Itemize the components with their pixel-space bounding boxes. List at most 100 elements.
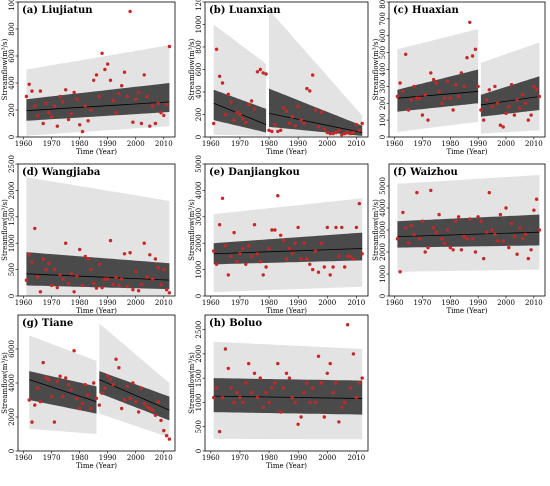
y-tick-label: 1200: [195, 0, 203, 11]
data-point: [360, 121, 364, 126]
data-point: [122, 70, 127, 74]
data-point: [49, 283, 54, 288]
data-point: [345, 323, 350, 327]
data-point: [451, 108, 455, 112]
data-point: [128, 396, 132, 400]
data-point: [78, 406, 82, 411]
data-point: [429, 188, 433, 193]
data-point: [162, 113, 166, 118]
data-point: [526, 118, 530, 122]
inner-band: [26, 83, 170, 121]
data-point: [308, 262, 312, 266]
y-tick-label: 2000: [195, 234, 203, 252]
x-tick-label: 1990: [289, 140, 307, 148]
data-point: [106, 62, 110, 66]
data-point: [103, 386, 107, 390]
inner-band: [480, 76, 540, 117]
x-tick-label: 1980: [441, 299, 459, 307]
median-line: [213, 395, 363, 399]
data-point: [284, 257, 289, 261]
y-tick-label: 300: [379, 80, 387, 93]
data-point: [66, 117, 71, 122]
data-point: [340, 133, 344, 137]
data-point: [75, 274, 79, 278]
data-point: [55, 124, 59, 128]
data-point: [448, 96, 452, 100]
y-axis-label: Streamflow(m³/s): [1, 352, 9, 414]
data-point: [58, 94, 62, 99]
data-point: [354, 122, 359, 127]
data-point: [264, 72, 268, 76]
data-point: [142, 241, 146, 245]
data-point: [509, 83, 514, 87]
data-point: [134, 270, 138, 274]
x-tick-label: 1970: [231, 454, 249, 462]
data-point: [343, 131, 347, 136]
data-point: [238, 252, 242, 256]
data-point: [415, 96, 419, 100]
y-tick-label: 2000: [379, 243, 387, 261]
data-point: [308, 400, 312, 405]
data-point: [470, 54, 475, 58]
x-tick-label: 2010: [525, 140, 543, 148]
y-tick-label: 400: [195, 85, 203, 98]
data-point: [89, 108, 93, 112]
data-point: [537, 228, 542, 232]
data-point: [241, 117, 245, 121]
data-point: [360, 252, 364, 256]
x-tick-label: 1980: [260, 299, 278, 307]
data-point: [217, 223, 222, 227]
y-tick-label: 4000: [8, 374, 16, 392]
data-point: [299, 118, 303, 122]
data-point: [255, 395, 260, 400]
y-tick-label: 2500: [195, 321, 203, 339]
data-point: [331, 391, 335, 395]
data-point: [440, 101, 444, 106]
data-point: [30, 260, 34, 264]
data-point: [226, 273, 230, 277]
data-point: [456, 94, 461, 99]
data-point: [290, 395, 294, 400]
data-point: [507, 104, 511, 109]
data-point: [328, 273, 332, 277]
data-point: [521, 237, 525, 241]
data-point: [504, 206, 508, 210]
data-point: [30, 420, 34, 424]
panel-title: (f) Waizhou: [393, 167, 458, 178]
data-point: [142, 401, 146, 406]
data-point: [226, 92, 230, 97]
data-point: [354, 395, 359, 400]
data-point: [417, 237, 422, 241]
data-point: [299, 415, 303, 419]
data-point: [340, 225, 344, 230]
data-point: [249, 391, 254, 395]
data-point: [24, 94, 29, 99]
data-point: [229, 100, 233, 104]
data-point: [244, 120, 248, 125]
panel-4: 1960 1970 1980 1990 2000 2010 0 500 1000 1500 2000…: [1, 155, 176, 315]
data-point: [468, 20, 472, 24]
data-point: [322, 127, 326, 131]
data-point: [308, 89, 312, 93]
y-tick-label: 4000: [195, 181, 203, 199]
y-axis-label: Streamflow(m³/s): [372, 199, 380, 261]
y-tick-label: 800: [8, 22, 16, 35]
panel-2: 1960 1970 1980 1990 2000 2010 0 200 400 600 800 100…: [188, 0, 369, 156]
data-point: [479, 108, 483, 112]
data-point: [220, 196, 225, 200]
data-point: [296, 225, 300, 230]
plot-frame: [204, 163, 369, 297]
data-point: [223, 244, 228, 248]
data-point: [61, 394, 65, 399]
data-point: [89, 406, 93, 411]
data-point: [139, 282, 144, 287]
y-tick-label: 0: [379, 135, 387, 139]
data-point: [162, 428, 166, 433]
inner-band: [213, 378, 363, 415]
data-point: [518, 226, 522, 230]
x-tick-label: 1980: [260, 140, 278, 148]
data-point: [164, 288, 169, 292]
panel-title: (b) Luanxian: [209, 5, 281, 16]
data-point: [214, 262, 219, 266]
data-point: [122, 398, 127, 402]
